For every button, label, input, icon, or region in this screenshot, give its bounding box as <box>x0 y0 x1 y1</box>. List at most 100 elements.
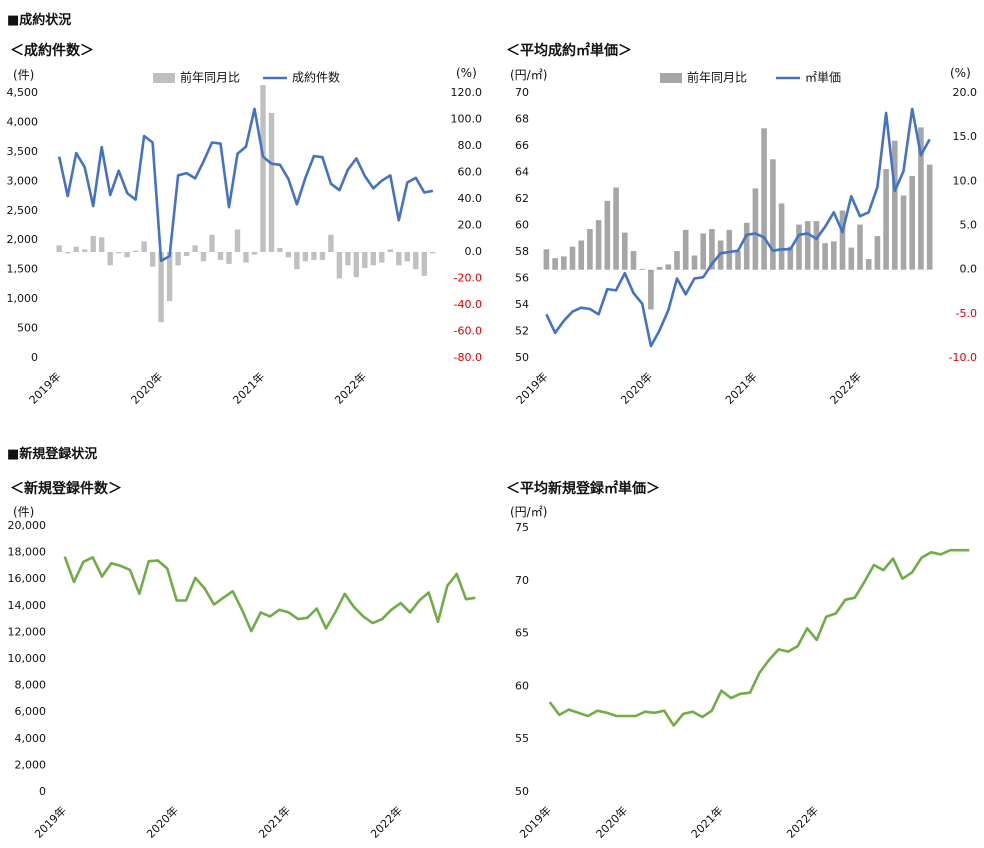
bar-yoy <box>595 220 602 270</box>
bar-yoy <box>268 112 275 253</box>
x-tick-label: 2022年 <box>827 369 864 406</box>
bar-yoy <box>370 252 376 266</box>
y-left-tick-label: 62 <box>515 192 529 205</box>
bar-yoy <box>778 203 785 270</box>
chart-title: ＜成約件数＞ <box>10 43 94 59</box>
y-tick-label: 20,000 <box>8 519 47 532</box>
bar-yoy <box>831 241 837 270</box>
bar-yoy <box>561 256 567 270</box>
y-left-tick-label: 4,000 <box>7 115 39 128</box>
chart-contract-count: ＜成約件数＞ (件) (%) 4,500 4,000 3,500 3,000 2,500… <box>0 38 492 430</box>
line-series <box>548 548 970 727</box>
bar-yoy <box>865 259 872 270</box>
left-axis-unit: (円/㎡) <box>510 505 548 519</box>
y-tick-label: 18,000 <box>8 546 47 559</box>
y-right-tick-label: 20.0 <box>953 86 978 99</box>
bar-yoy <box>700 233 706 270</box>
y-tick-label: 0 <box>39 785 46 798</box>
y-tick-label: 2,000 <box>15 758 47 771</box>
y-right-tick-label: -5.0 <box>956 307 977 320</box>
bar-yoy <box>251 252 258 255</box>
bar-yoy <box>569 246 576 270</box>
bar-yoy <box>141 241 147 252</box>
bar-yoy <box>900 195 907 270</box>
y-tick-label: 75 <box>515 521 529 534</box>
section-title-contracts: ■成約状況 <box>7 13 72 28</box>
y-right-tick-label: -60.0 <box>454 325 482 338</box>
y-tick-label: 12,000 <box>8 625 47 638</box>
y-left-tick-label: 1,000 <box>7 292 39 305</box>
bar-yoy <box>175 252 181 266</box>
bar-yoy <box>770 159 776 270</box>
x-tick-label: 2019年 <box>26 369 63 406</box>
bar-yoy <box>848 247 855 270</box>
y-left-tick-label: 52 <box>515 325 529 338</box>
bar-yoy <box>311 252 317 260</box>
y-left-tick-label: 64 <box>515 166 529 179</box>
bar-yoy <box>362 252 368 268</box>
y-tick-label: 14,000 <box>8 599 47 612</box>
y-left-tick-label: 4,500 <box>7 86 39 99</box>
y-left-tick-label: 3,500 <box>7 145 39 158</box>
bar-yoy <box>217 252 224 260</box>
bar-yoy <box>839 210 846 270</box>
bar-yoy <box>543 249 550 270</box>
legend-label: ㎡単価 <box>805 71 841 85</box>
legend-label: 前年同月比 <box>180 70 240 85</box>
y-left-tick-label: 68 <box>515 113 529 126</box>
bar-yoy <box>404 252 410 262</box>
left-axis-unit: (件) <box>13 505 35 519</box>
x-tick-label: 2019年 <box>517 803 554 840</box>
legend-label: 成約件数 <box>292 70 340 85</box>
y-right-tick-label: 40.0 <box>458 192 483 205</box>
chart-svg: 70 68 66 64 62 60 58 56 54 52 50 20.0 15.0 10.0 5.0 0.0… <box>513 70 978 407</box>
bar-yoy <box>73 246 79 252</box>
bar-yoy <box>726 229 733 270</box>
legend-swatch-bar <box>660 73 682 83</box>
bar-yoy <box>192 245 198 252</box>
bar-yoy <box>294 252 300 270</box>
bar-yoy <box>656 267 663 270</box>
bar-yoy <box>822 243 828 270</box>
bar-yoy <box>328 234 334 252</box>
bar-yoy <box>926 164 933 270</box>
chart-svg: 20,000 18,000 16,000 14,000 12,000 10,000 8,00… <box>8 519 476 841</box>
chart-title: ＜平均成約㎡単価＞ <box>506 43 632 59</box>
chart-title: ＜新規登録件数＞ <box>10 481 122 497</box>
y-tick-label: 65 <box>515 627 529 640</box>
x-tick-label: 2021年 <box>255 803 292 840</box>
x-tick-label: 2021年 <box>722 369 759 406</box>
x-tick-label: 2022年 <box>367 803 404 840</box>
bar-yoy <box>691 255 698 270</box>
bar-yoy <box>226 252 232 264</box>
bar-yoy <box>804 221 811 270</box>
y-right-tick-label: 0.0 <box>960 263 978 276</box>
y-left-tick-label: 3,000 <box>7 174 39 187</box>
bar-yoy <box>892 140 898 270</box>
line-series <box>63 556 476 633</box>
y-right-tick-label: 120.0 <box>451 86 483 99</box>
bar-yoy <box>387 249 393 252</box>
y-right-tick-label: 0.0 <box>465 245 483 258</box>
right-axis-unit: (%) <box>456 66 477 80</box>
y-right-tick-label: 15.0 <box>953 130 978 143</box>
bar-yoy <box>857 224 863 270</box>
y-right-tick-label: 80.0 <box>458 139 483 152</box>
y-tick-label: 8,000 <box>15 679 47 692</box>
bar-yoy <box>918 127 924 270</box>
x-tick-label: 2019年 <box>31 803 68 840</box>
bar-yoy <box>56 245 62 252</box>
y-tick-label: 50 <box>515 785 529 798</box>
bar-yoy <box>648 269 654 310</box>
x-tick-label: 2022年 <box>332 369 369 406</box>
bar-yoy <box>65 252 71 254</box>
bar-yoy <box>674 251 680 270</box>
x-tick-label: 2020年 <box>143 803 180 840</box>
bar-yoy <box>587 229 593 270</box>
bar-yoy <box>752 188 759 270</box>
y-left-tick-label: 70 <box>515 86 529 99</box>
bar-yoy <box>379 252 385 263</box>
bar-yoy <box>99 237 105 252</box>
chart-registration-count: ＜新規登録件数＞ (件) 20,000 18,000 16,000 14,000 12,… <box>0 472 492 848</box>
x-tick-label: 2020年 <box>618 369 655 406</box>
